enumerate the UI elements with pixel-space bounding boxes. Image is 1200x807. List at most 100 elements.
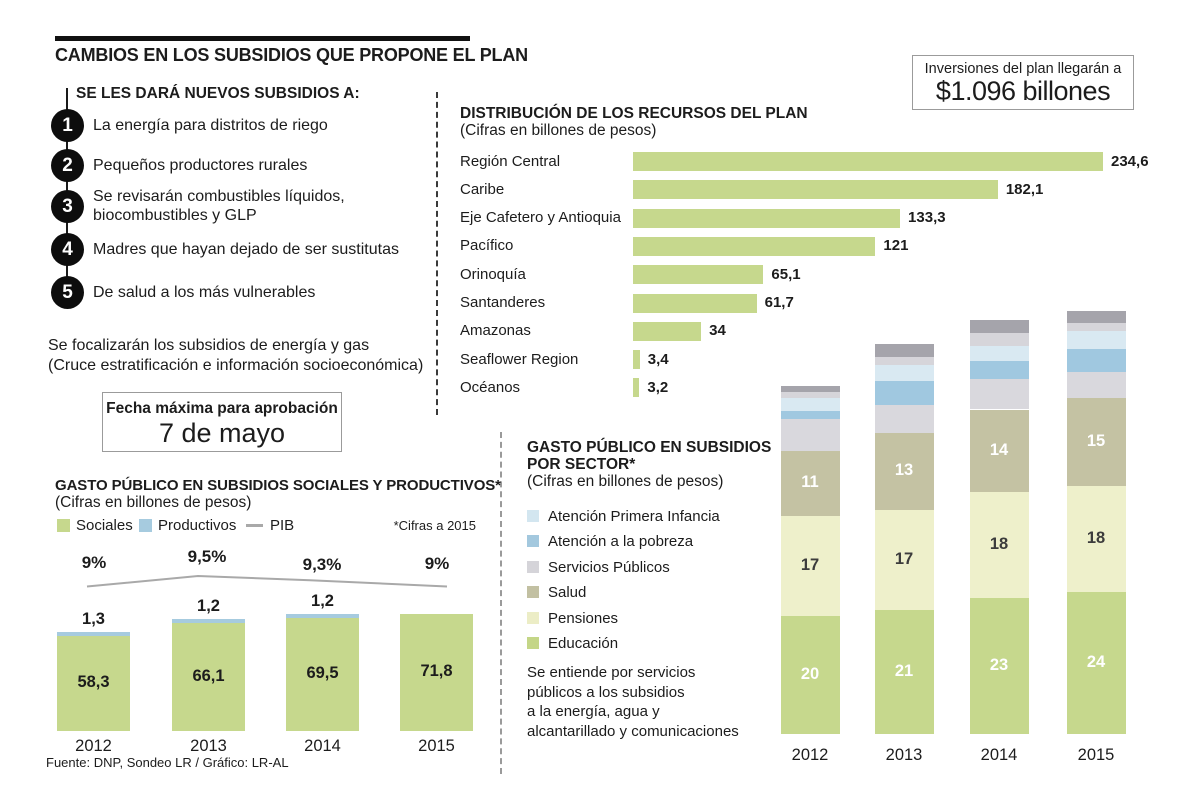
sector-chart-title-line1: GASTO PÚBLICO EN SUBSIDIOS	[527, 439, 772, 456]
hbar-category-label: Eje Cafetero y Antioquia	[460, 209, 621, 227]
legend-swatch-productivos	[139, 519, 152, 532]
list-item-text: La energía para distritos de riego	[93, 116, 328, 134]
sector-note-line: Se entiende por servicios	[527, 664, 696, 681]
sociales-value-label: 58,3	[77, 673, 110, 692]
sociales-bar	[400, 613, 473, 731]
hbar-value-label: 34	[709, 322, 726, 340]
sector-segment	[969, 346, 1029, 362]
sector-segment	[874, 356, 934, 366]
approval-box: Fecha máxima para aprobación 7 de mayo	[102, 392, 342, 452]
list-item-number: 4	[51, 232, 84, 266]
legend-label: Salud	[548, 584, 587, 602]
legend-label: Educación	[548, 635, 619, 652]
sociales-bar	[172, 623, 245, 731]
hbar-bar	[633, 152, 1103, 171]
approval-caption: Fecha máxima para aprobación	[106, 400, 338, 417]
sector-segment-value-label: 18	[1086, 529, 1106, 548]
list-item-number: 5	[51, 275, 84, 309]
sector-segment	[1066, 371, 1126, 398]
hbar-category-label: Pacífico	[460, 237, 514, 255]
hbar-category-label: Santanderes	[460, 294, 546, 311]
legend-line-pib	[246, 524, 263, 527]
legend-swatch-sociales	[57, 519, 70, 532]
sector-segment-value-label: 15	[1086, 431, 1106, 450]
sector-segment	[874, 344, 934, 357]
sector-segment	[780, 418, 840, 451]
legend-label: Productivos	[158, 517, 237, 534]
vertical-divider-left	[436, 92, 438, 415]
investment-caption: Inversiones del plan llegarán a	[924, 61, 1122, 77]
hbar-category-label: Región Central	[460, 152, 561, 170]
list-item-text: De salud a los más vulnerables	[93, 283, 316, 301]
hbar-category-label: Orinoquía	[460, 265, 526, 283]
hbar-value-label: 234,6	[1111, 152, 1149, 170]
social-chart-footnote: *Cifras a 2015	[393, 518, 476, 533]
source-credit: Fuente: DNP, Sondeo LR / Gráfico: LR-AL	[46, 755, 289, 770]
list-item-text: Madres que hayan dejado de ser sustituta…	[93, 240, 399, 258]
hbar-bar	[633, 321, 702, 341]
social-chart-subtitle: (Cifras en billones de pesos)	[55, 494, 252, 511]
sector-segment-value-label: 17	[894, 549, 914, 568]
productivos-value-label: 1,2	[197, 597, 220, 616]
year-axis-label: 2015	[418, 737, 455, 755]
list-item-text: Pequeños productores rurales	[93, 156, 308, 174]
legend-swatch-pensiones	[527, 611, 539, 624]
productivos-bar	[286, 613, 359, 618]
sector-segment	[969, 319, 1029, 333]
social-chart-title: GASTO PÚBLICO EN SUBSIDIOS SOCIALES Y PR…	[55, 477, 501, 494]
sector-note-line: alcantarillado y comunicaciones	[527, 722, 739, 740]
sector-segment-value-label: 21	[894, 662, 914, 681]
sector-segment-value-label: 11	[801, 473, 819, 492]
sector-note-line: a la energía, agua y	[527, 703, 660, 720]
sector-note-line: públicos a los subsidios	[527, 683, 685, 701]
sociales-bar	[286, 617, 359, 731]
legend-swatch-educación	[527, 637, 539, 649]
sector-segment-value-label: 13	[894, 461, 914, 480]
year-axis-label: 2012	[791, 746, 829, 764]
sector-segment	[874, 509, 934, 611]
new-subsidies-heading: SE LES DARÁ NUEVOS SUBSIDIOS A:	[76, 85, 360, 102]
sector-segment	[874, 380, 934, 405]
sector-segment	[780, 385, 840, 392]
sector-segment	[874, 610, 934, 734]
sector-segment	[1066, 331, 1126, 350]
hbar-bar	[633, 350, 640, 370]
sector-segment	[1066, 322, 1126, 332]
sector-segment	[780, 397, 840, 411]
page-title: CAMBIOS EN LOS SUBSIDIOS QUE PROPONE EL …	[55, 45, 528, 65]
sector-segment	[874, 433, 934, 510]
sector-segment	[780, 410, 840, 419]
hbar-value-label: 133,3	[908, 209, 946, 227]
resources-chart-subtitle: (Cifras en billones de pesos)	[460, 122, 657, 139]
year-axis-label: 2013	[885, 746, 923, 764]
list-item-number: 3	[51, 189, 84, 223]
sector-segment	[874, 365, 934, 381]
investment-amount: $1.096 billones	[935, 76, 1111, 106]
year-axis-label: 2014	[304, 737, 341, 755]
resources-chart-title: DISTRIBUCIÓN DE LOS RECURSOS DEL PLAN	[460, 105, 808, 122]
pib-value-label: 9%	[424, 554, 450, 573]
sector-segment	[969, 379, 1029, 410]
sector-segment-value-label: 20	[800, 665, 820, 683]
legend-label: Sociales	[76, 517, 133, 534]
sector-segment-value-label: 18	[989, 535, 1009, 554]
legend-swatch-servicios-públicos	[527, 560, 539, 573]
pib-line	[86, 574, 448, 588]
sector-segment	[780, 616, 840, 734]
pib-value-label: 9,3%	[302, 555, 342, 574]
sociales-value-label: 71,8	[420, 662, 453, 681]
pib-value-label: 9,5%	[187, 547, 227, 566]
list-item-number: 1	[51, 108, 84, 142]
sector-segment-value-label: 23	[989, 656, 1009, 675]
sector-segment	[780, 391, 840, 398]
hbar-bar	[633, 236, 876, 256]
sector-segment	[969, 361, 1029, 380]
legend-swatch-salud	[527, 586, 539, 599]
productivos-bar	[172, 619, 245, 624]
pib-value-label: 9%	[81, 553, 107, 572]
vertical-divider-right	[500, 432, 502, 774]
legend-label: Servicios Públicos	[548, 558, 670, 576]
sector-segment	[780, 515, 840, 616]
sector-segment	[969, 492, 1029, 599]
